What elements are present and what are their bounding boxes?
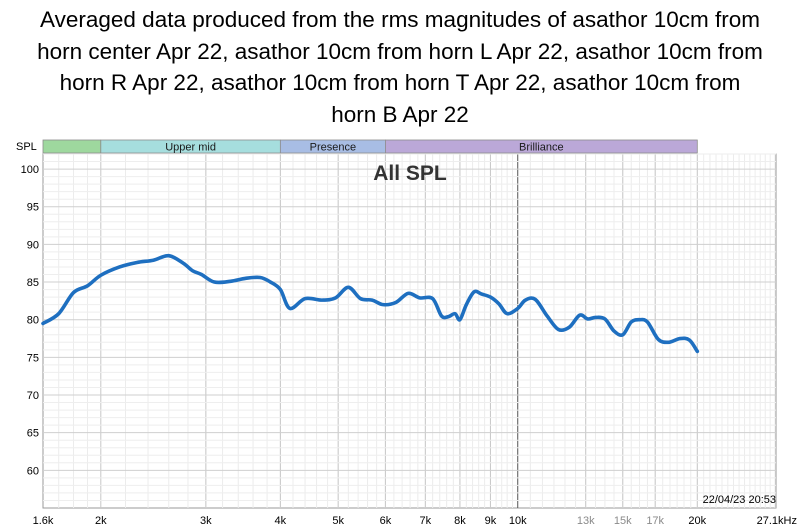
- x-tick-label: 9k: [485, 515, 497, 527]
- chart-title-block: Averaged data produced from the rms magn…: [0, 4, 800, 130]
- band-label-1: Upper mid: [165, 142, 216, 154]
- y-tick-label: 100: [21, 164, 39, 176]
- x-tick-label: 4k: [275, 515, 287, 527]
- band-label-3: Brilliance: [519, 142, 564, 154]
- title-line-2: horn center Apr 22, asathor 10cm from ho…: [37, 38, 763, 64]
- title-line-4: horn B Apr 22: [331, 101, 469, 127]
- x-tick-label: 27.1kHz: [757, 515, 797, 527]
- y-axis-label: SPL: [16, 141, 37, 153]
- x-tick-label: 7k: [420, 515, 432, 527]
- x-tick-label: 1.6k: [33, 515, 54, 527]
- x-tick-label: 10k: [509, 515, 527, 527]
- y-tick-label: 85: [27, 277, 39, 289]
- x-tick-label: 13k: [577, 515, 595, 527]
- y-tick-label: 80: [27, 315, 39, 327]
- spl-curve: [41, 253, 700, 354]
- band-0: [42, 139, 102, 154]
- band-label-2: Presence: [310, 142, 356, 154]
- x-tick-label: 17k: [646, 515, 664, 527]
- y-tick-label: 60: [27, 465, 39, 477]
- y-tick-label: 95: [27, 202, 39, 214]
- title-line-1: Averaged data produced from the rms magn…: [40, 7, 760, 32]
- plot-title: All SPL: [373, 162, 447, 185]
- y-tick-label: 90: [27, 239, 39, 251]
- y-tick-label: 65: [27, 428, 39, 440]
- x-tick-label: 6k: [380, 515, 392, 527]
- x-tick-label: 15k: [614, 515, 632, 527]
- title-line-3: horn R Apr 22, asathor 10cm from horn T …: [59, 70, 741, 95]
- grid: [43, 153, 776, 508]
- timestamp: 22/04/23 20:53: [703, 494, 776, 506]
- y-tick-label: 70: [27, 390, 39, 402]
- x-tick-label: 8k: [454, 515, 466, 527]
- x-tick-label: 3k: [200, 515, 212, 527]
- x-tick-label: 20k: [688, 515, 706, 527]
- x-tick-label: 5k: [332, 515, 344, 527]
- x-tick-label: 2k: [95, 515, 107, 527]
- y-tick-label: 75: [27, 352, 39, 364]
- band-3: [385, 139, 698, 154]
